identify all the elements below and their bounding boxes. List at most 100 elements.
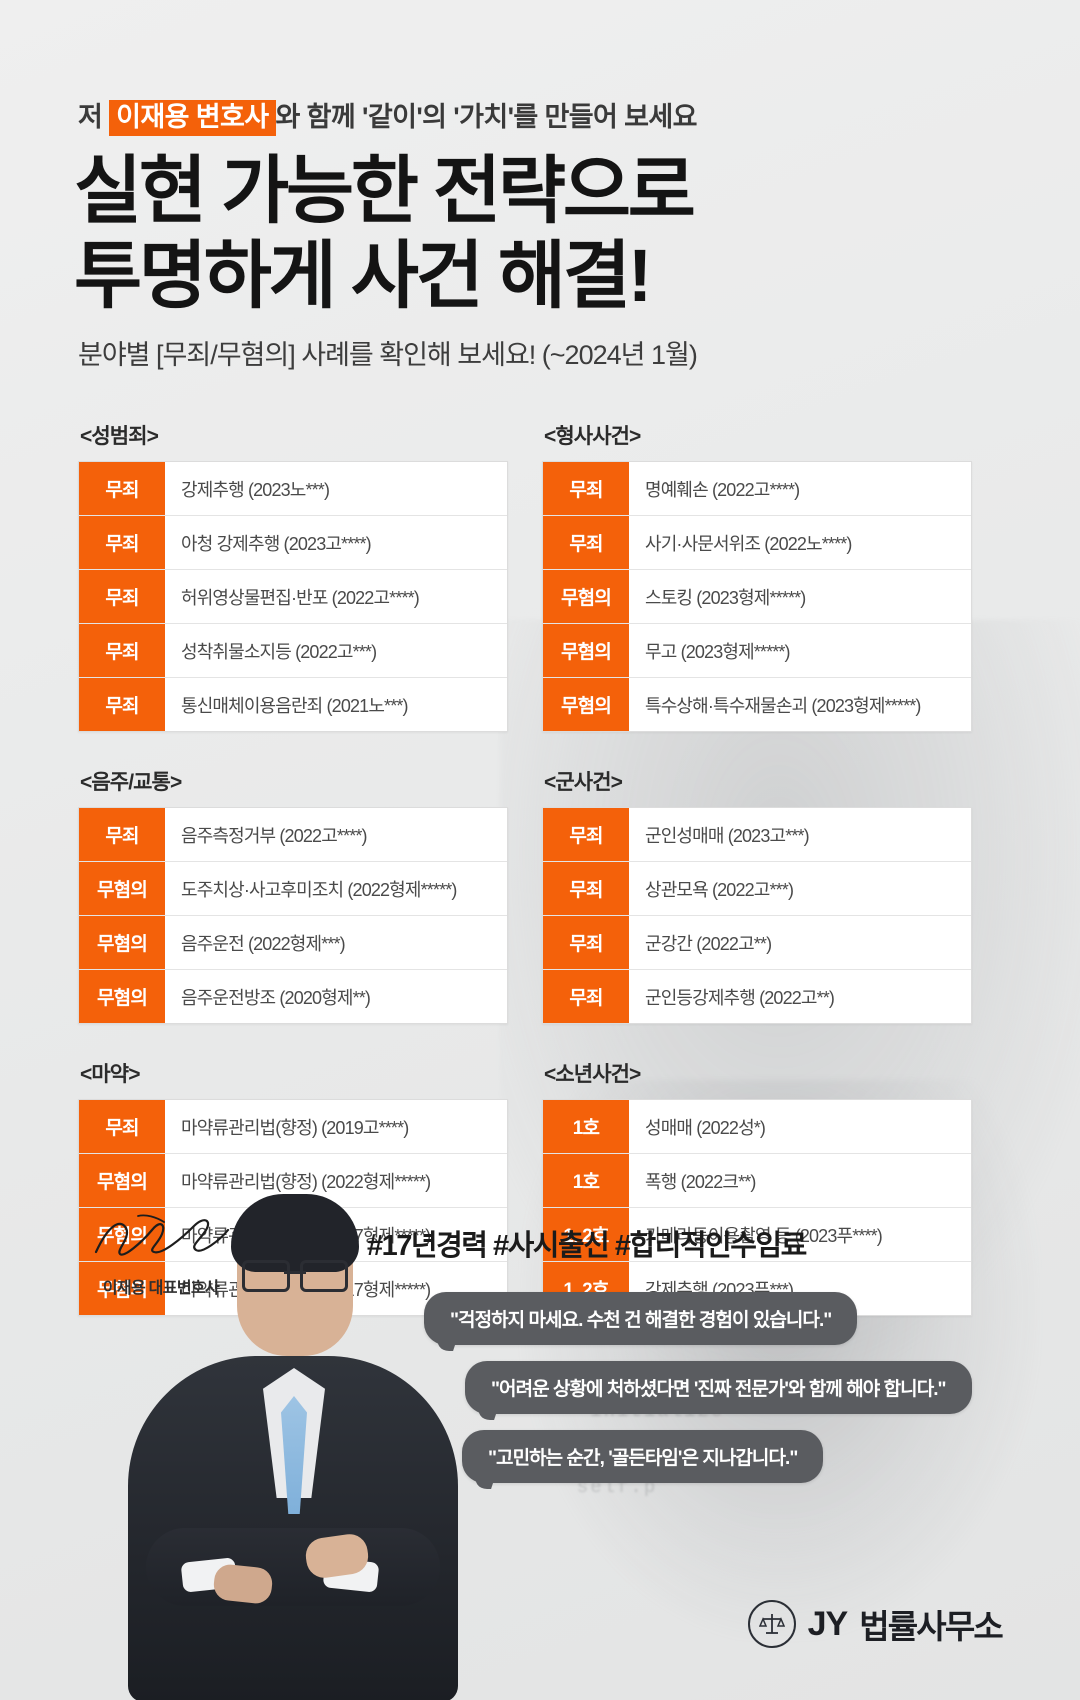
case-label: 음주운전방조 (2020형제**) [165,970,507,1023]
hand-left [303,1531,371,1581]
case-label: 통신매체이용음란죄 (2021노***) [165,678,507,731]
table-row: 무혐의 특수상해·특수재물손괴 (2023형제*****) [543,677,971,731]
section-dui-traffic: <음주/교통> 무죄 음주측정거부 (2022고****) 무혐의 도주치상·사… [78,766,508,1024]
shirt-cuff-right [322,1557,380,1593]
case-label: 스토킹 (2023형제*****) [629,570,971,623]
quote-bubbles: "걱정하지 마세요. 수천 건 해결한 경험이 있습니다." "어려운 상황에 … [0,1292,1080,1499]
section-criminal-cases: <형사사건> 무죄 명예훼손 (2022고****) 무죄 사기·사문서위조 (… [542,420,972,732]
case-label: 폭행 (2022크**) [629,1154,971,1207]
brand-logo: JY 법률사무소 [747,1600,1004,1648]
table-row: 무혐의 스토킹 (2023형제*****) [543,569,971,623]
verdict-badge: 무죄 [79,462,165,515]
case-label: 카메라등이용촬영 등 (2023푸****) [629,1208,971,1261]
verdict-badge: 무죄 [79,570,165,623]
case-label: 성매매 (2022성*) [629,1100,971,1153]
case-label: 상관모욕 (2022고***) [629,862,971,915]
logo-initials: JY [807,1604,849,1643]
table-row: 무죄 성착취물소지등 (2022고***) [79,623,507,677]
quote-bubble-wrap: "어려운 상황에 처하셨다면 '진짜 전문가'와 함께 해야 합니다." [0,1361,1080,1414]
case-label: 마약류관리법(향정) (2019고****) [165,1100,507,1153]
section-title: <형사사건> [544,425,641,448]
verdict-badge: 무죄 [79,516,165,569]
crossed-arms [146,1528,440,1606]
table-row: 무혐의 무고 (2023형제*****) [543,623,971,677]
case-label: 사기·사문서위조 (2022노****) [629,516,971,569]
hashtag-line: #17년경력 #사시출신 #합리적인수임료 [367,1230,807,1262]
case-label: 군강간 (2022고**) [629,916,971,969]
kicker-highlight: 이재용 변호사 [109,100,276,137]
kicker-line: 저 이재용 변호사 와 함께 '같이'의 '가치'를 만들어 보세요 [78,95,697,137]
verdict-badge: 무죄 [543,970,629,1023]
verdict-badge: 무혐의 [79,1154,165,1207]
signature-block: 이재용 대표변호사 [76,1208,246,1298]
table-row: 1호 성매매 (2022성*) [543,1099,971,1153]
verdict-badge: 무죄 [543,916,629,969]
table-row: 무혐의 도주치상·사고후미조치 (2022형제*****) [79,861,507,915]
quote-bubble: "어려운 상황에 처하셨다면 '진짜 전문가'와 함께 해야 합니다." [465,1361,972,1414]
verdict-badge: 무혐의 [543,624,629,677]
section-title: <소년사건> [544,1063,641,1086]
case-tables: <성범죄> 무죄 강제추행 (2023노***) 무죄 아청 강제추행 (202… [0,420,1080,1350]
scales-of-justice-icon [747,1600,796,1648]
page-title: 실현 가능한 전략으로 투명하게 사건 해결! [74,149,696,318]
verdict-badge: 무죄 [543,808,629,861]
kicker-before: 저 [78,102,110,132]
section-juvenile-cases: <소년사건> 1호 성매매 (2022성*) 1호 폭행 (2022크**) 1… [542,1058,972,1316]
table-row: 무죄 군강간 (2022고**) [543,915,971,969]
table-row: 무혐의 음주운전 (2022형제***) [79,915,507,969]
case-label: 마약류관리법(향정) (2022형제*****) [165,1154,507,1207]
case-label: 아청 강제추행 (2023고****) [165,516,507,569]
quote-bubble: "고민하는 순간, '골든타임'은 지나갑니다." [462,1430,824,1483]
table-row: 1호 폭행 (2022크**) [543,1153,971,1207]
page-subtitle: 분야별 [무죄/무혐의] 사례를 확인해 보세요! (~2024년 1월) [78,340,698,370]
case-label: 음주측정거부 (2022고****) [165,808,507,861]
table-row: 무죄 통신매체이용음란죄 (2021노***) [79,677,507,731]
quote-bubble: "걱정하지 마세요. 수천 건 해결한 경험이 있습니다." [424,1292,858,1345]
results-table: 무죄 군인성매매 (2023고***) 무죄 상관모욕 (2022고***) 무… [542,807,972,1024]
shirt-cuff-left [180,1557,238,1593]
verdict-badge: 무혐의 [543,570,629,623]
table-row: 무죄 군인성매매 (2023고***) [543,807,971,861]
verdict-badge: 무죄 [79,808,165,861]
case-label: 도주치상·사고후미조치 (2022형제*****) [165,862,507,915]
table-row: 무혐의 마약류관리법(향정) (2022형제*****) [79,1153,507,1207]
table-row-group-1: <성범죄> 무죄 강제추행 (2023노***) 무죄 아청 강제추행 (202… [0,420,1080,732]
verdict-badge: 무죄 [543,862,629,915]
table-row: 무죄 군인등강제추행 (2022고**) [543,969,971,1023]
verdict-badge: 무혐의 [79,970,165,1023]
table-row: 무죄 상관모욕 (2022고***) [543,861,971,915]
section-title: <성범죄> [80,425,159,448]
case-label: 명예훼손 (2022고****) [629,462,971,515]
case-label: 군인등강제추행 (2022고**) [629,970,971,1023]
verdict-badge: 1호 [543,1154,629,1207]
section-title: <음주/교통> [80,771,182,794]
verdict-badge: 무혐의 [79,862,165,915]
table-row-group-2: <음주/교통> 무죄 음주측정거부 (2022고****) 무혐의 도주치상·사… [0,766,1080,1024]
case-label: 군인성매매 (2023고***) [629,808,971,861]
case-label: 음주운전 (2022형제***) [165,916,507,969]
table-row: 무죄 마약류관리법(향정) (2019고****) [79,1099,507,1153]
case-label: 강제추행 (2023노***) [165,462,507,515]
hand-right [212,1563,274,1605]
table-row: 무죄 아청 강제추행 (2023고****) [79,515,507,569]
signature-icon [94,1214,230,1256]
verdict-badge: 무혐의 [543,678,629,731]
table-row: 1, 2호 카메라등이용촬영 등 (2023푸****) [543,1207,971,1261]
verdict-badge: 무죄 [543,516,629,569]
case-label: 성착취물소지등 (2022고***) [165,624,507,677]
section-military-cases: <군사건> 무죄 군인성매매 (2023고***) 무죄 상관모욕 (2022고… [542,766,972,1024]
quote-bubble-wrap: "걱정하지 마세요. 수천 건 해결한 경험이 있습니다." [0,1292,1080,1345]
results-table: 무죄 강제추행 (2023노***) 무죄 아청 강제추행 (2023고****… [78,461,508,732]
table-row: 무죄 명예훼손 (2022고****) [543,461,971,515]
verdict-badge: 무죄 [79,678,165,731]
quote-bubble-wrap: "고민하는 순간, '골든타임'은 지나갑니다." [0,1430,1080,1483]
section-sex-crimes: <성범죄> 무죄 강제추행 (2023노***) 무죄 아청 강제추행 (202… [78,420,508,732]
signature-name: 이재용 대표변호사 [102,1280,220,1297]
table-row: 무죄 사기·사문서위조 (2022노****) [543,515,971,569]
section-title: <마약> [80,1063,140,1086]
case-label: 무고 (2023형제*****) [629,624,971,677]
case-label: 특수상해·특수재물손괴 (2023형제*****) [629,678,971,731]
verdict-badge: 1, 2호 [543,1208,629,1261]
section-title: <군사건> [544,771,623,794]
